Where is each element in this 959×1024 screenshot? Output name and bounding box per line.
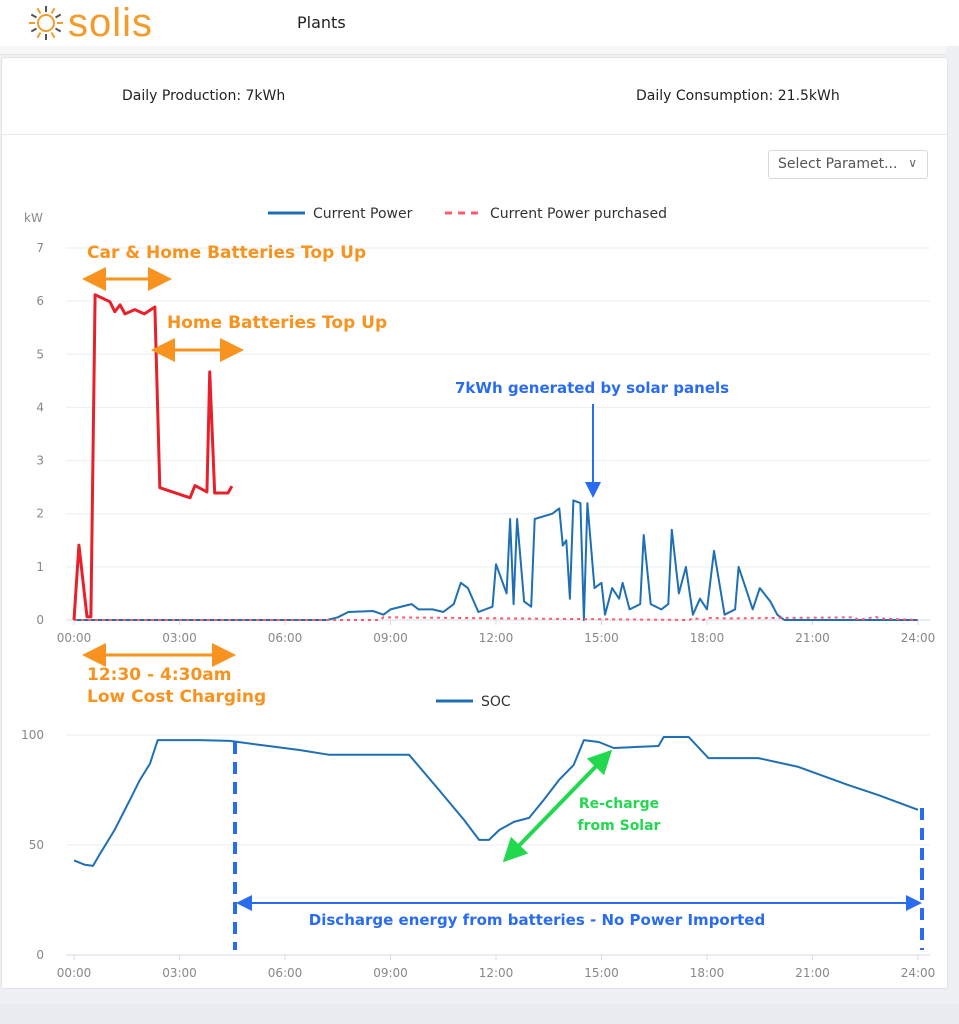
y-tick-label: 2 (36, 507, 44, 521)
logo-ray (55, 27, 62, 33)
x-tick-label: 06:00 (268, 631, 303, 645)
legend-current-power[interactable]: Current Power (313, 206, 413, 222)
sub-bar (0, 46, 946, 55)
y-tick-label: 5 (36, 347, 44, 361)
legend-soc[interactable]: SOC (481, 694, 511, 710)
series-line-current-power-purchased (74, 615, 919, 621)
logo-ray (36, 7, 42, 14)
annotation-low-cost-time: 12:30 - 4:30am (87, 665, 231, 685)
logo-ray (30, 13, 37, 19)
y-tick-label: 3 (36, 454, 44, 468)
series-line-current-power (74, 499, 918, 621)
y-tick-label: 100 (21, 728, 44, 742)
annotation-car-home: Car & Home Batteries Top Up (87, 243, 366, 263)
x-tick-label: 09:00 (373, 631, 408, 645)
daily-consumption: Daily Consumption: 21.5kWh (636, 88, 840, 104)
x-tick-label: 24:00 (901, 631, 936, 645)
sun-logo-icon (29, 6, 63, 40)
top-header: solis Plants (0, 0, 959, 46)
y-axis-label: kW (24, 211, 43, 225)
nav-plants[interactable]: Plants (297, 13, 346, 32)
x-tick-label: 18:00 (690, 966, 725, 980)
annotation-recharge-2: from Solar (578, 818, 661, 834)
x-tick-label: 21:00 (795, 631, 830, 645)
x-tick-label: 15:00 (584, 631, 619, 645)
footer-bar (0, 1004, 959, 1024)
daily-production: Daily Production: 7kWh (122, 88, 286, 104)
x-tick-label: 03:00 (162, 631, 197, 645)
y-tick-label: 4 (36, 400, 44, 414)
annotation-red-stroke (72, 293, 234, 621)
annotation-arrow-recharge (502, 749, 613, 863)
x-tick-label: 12:00 (479, 631, 514, 645)
annotation-recharge-1: Re-charge (579, 796, 659, 812)
x-tick-label: 21:00 (795, 966, 830, 980)
x-tick-label: 09:00 (373, 966, 408, 980)
x-tick-label: 15:00 (584, 966, 619, 980)
y-tick-label: 6 (36, 294, 44, 308)
x-tick-label: 12:00 (479, 966, 514, 980)
y-tick-label: 50 (29, 838, 44, 852)
x-tick-label: 24:00 (901, 966, 936, 980)
annotation-solar: 7kWh generated by solar panels (455, 379, 729, 397)
y-tick-label: 7 (36, 241, 44, 255)
solis-logo[interactable]: solis (28, 2, 153, 44)
y-tick-label: 0 (36, 613, 44, 627)
logo-text: solis (68, 1, 154, 45)
select-label: Select Paramet... (778, 156, 898, 172)
logo-ray (55, 13, 62, 19)
x-tick-label: 03:00 (162, 966, 197, 980)
x-tick-label: 18:00 (690, 631, 725, 645)
annotation-home: Home Batteries Top Up (167, 313, 387, 333)
x-tick-label: 06:00 (268, 966, 303, 980)
y-tick-label: 1 (36, 560, 44, 574)
legend-current-power-purchased[interactable]: Current Power purchased (490, 206, 667, 222)
logo-ray (36, 32, 42, 39)
x-tick-label: 00:00 (57, 966, 92, 980)
chevron-down-icon: ∨ (908, 156, 917, 170)
y-tick-label: 0 (36, 948, 44, 962)
power-chart: 0 1 2 3 4 5 6 7 00:00 03:00 06:00 09:00 12:00 15:00 18… (36, 241, 935, 645)
annotation-low-cost: Low Cost Charging (87, 687, 266, 707)
daily-stats: Daily Production: 7kWh Daily Consumption… (2, 58, 947, 135)
logo-ray (50, 32, 56, 39)
series-line-soc (73, 736, 919, 867)
logo-ray (30, 27, 37, 33)
annotation-discharge: Discharge energy from batteries - No Pow… (309, 911, 765, 929)
x-tick-label: 00:00 (57, 631, 92, 645)
logo-ray (50, 7, 56, 14)
select-parameter-dropdown[interactable]: Select Paramet... ∨ (768, 150, 928, 179)
soc-chart: 0 50 100 00:00 03:00 06:00 09:00 12:00 15:00 18:0… (21, 728, 935, 980)
